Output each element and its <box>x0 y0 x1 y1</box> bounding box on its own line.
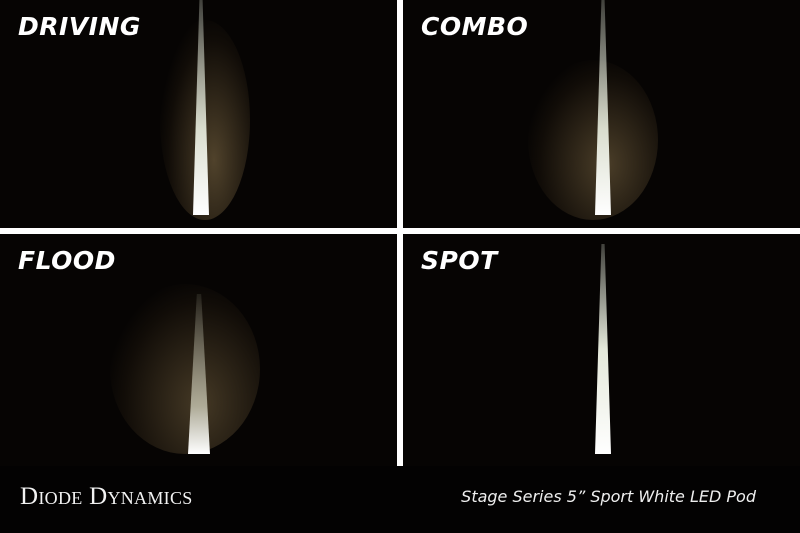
light-spill <box>110 284 260 454</box>
panel-driving: DRIVING <box>0 0 397 228</box>
light-spill <box>528 60 658 220</box>
panel-label: SPOT <box>421 246 498 275</box>
panel-label: FLOOD <box>18 246 116 275</box>
panel-spot: SPOT <box>403 234 800 466</box>
light-beam <box>595 244 611 454</box>
footer-band: Diode Dynamics Stage Series 5” Sport Whi… <box>0 466 800 533</box>
panel-combo: COMBO <box>403 0 800 228</box>
product-caption: Stage Series 5” Sport White LED Pod <box>461 487 756 506</box>
panel-label: COMBO <box>421 12 529 41</box>
panel-label: DRIVING <box>18 12 141 41</box>
brand-logo: Diode Dynamics <box>20 483 193 510</box>
panel-flood: FLOOD <box>0 234 397 466</box>
